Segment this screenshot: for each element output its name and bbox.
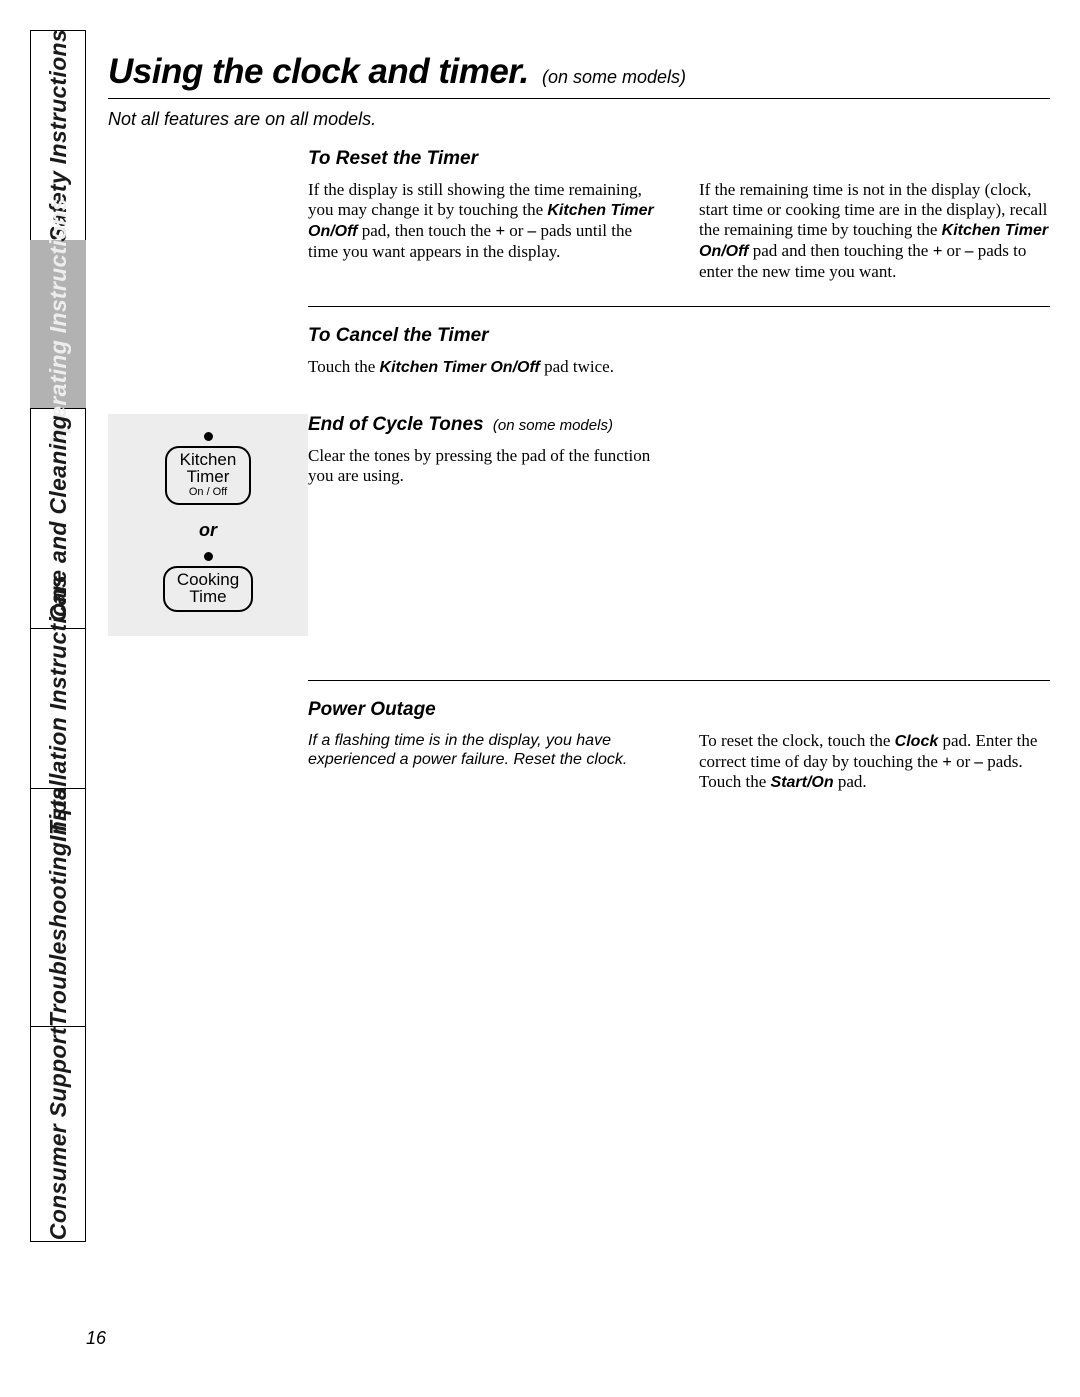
bold-label: Clock bbox=[895, 733, 939, 750]
tab-installation-instructions[interactable]: Installation Instructions bbox=[30, 628, 86, 788]
bold-label: Kitchen Timer On/Off bbox=[380, 359, 540, 376]
section-heading: To Cancel the Timer bbox=[308, 325, 1050, 347]
page-title: Using the clock and timer. (on some mode… bbox=[108, 52, 686, 91]
text-run: pad twice. bbox=[540, 357, 614, 376]
plus-symbol: + bbox=[942, 752, 952, 771]
tab-operating-instructions[interactable]: Operating Instructions bbox=[30, 240, 86, 408]
title-block: Using the clock and timer. (on some mode… bbox=[108, 52, 1050, 99]
indicator-dot-icon bbox=[204, 432, 213, 441]
section-divider bbox=[308, 306, 1050, 307]
tab-label: Operating Instructions bbox=[46, 198, 70, 451]
text-run: Touch the bbox=[308, 357, 380, 376]
tab-troubleshooting-tips[interactable]: Troubleshooting Tips bbox=[30, 788, 86, 1026]
text-run: pad and then touching the bbox=[748, 241, 932, 260]
button-label-line: Timer bbox=[187, 467, 230, 486]
section-heading: Power Outage bbox=[308, 699, 1050, 721]
or-label: or bbox=[199, 520, 217, 541]
tab-consumer-support[interactable]: Consumer Support bbox=[30, 1026, 86, 1242]
tab-label: Consumer Support bbox=[46, 1027, 70, 1240]
plus-symbol: + bbox=[495, 221, 505, 240]
body-text: If the display is still showing the time… bbox=[308, 180, 659, 282]
text-run: pad. bbox=[834, 772, 867, 791]
title-main: Using the clock and timer. bbox=[108, 52, 529, 91]
text-run: pad, then touch the bbox=[357, 221, 495, 240]
page-subtitle: Not all features are on all models. bbox=[108, 109, 1050, 130]
text-run: or bbox=[942, 241, 965, 260]
section-divider bbox=[308, 680, 1050, 681]
body-text: If the remaining time is not in the disp… bbox=[699, 180, 1050, 282]
side-tabs: Safety Instructions Operating Instructio… bbox=[30, 30, 86, 1367]
minus-symbol: – bbox=[528, 221, 537, 240]
title-paren: (on some models) bbox=[542, 67, 686, 87]
manual-page: Safety Instructions Operating Instructio… bbox=[30, 30, 1050, 1367]
plus-symbol: + bbox=[933, 241, 943, 260]
tab-label: Troubleshooting Tips bbox=[46, 787, 70, 1027]
body-text: To reset the clock, touch the Clock pad.… bbox=[699, 731, 1050, 793]
button-illustration: Kitchen Timer On / Off or Cooking Time bbox=[108, 414, 308, 636]
heading-paren: (on some models) bbox=[493, 417, 613, 434]
main-content: Using the clock and timer. (on some mode… bbox=[86, 30, 1050, 1367]
cooking-time-button[interactable]: Cooking Time bbox=[163, 566, 253, 612]
section-heading: End of Cycle Tones (on some models) bbox=[308, 414, 1050, 436]
minus-symbol: – bbox=[974, 752, 983, 771]
text-run: or bbox=[952, 752, 975, 771]
section-reset-timer: To Reset the Timer If the display is sti… bbox=[108, 148, 1050, 282]
tab-spacer bbox=[30, 1242, 86, 1367]
bold-label: Start/On bbox=[771, 774, 834, 791]
button-label-line: Time bbox=[189, 587, 226, 606]
section-cancel-timer: To Cancel the Timer Touch the Kitchen Ti… bbox=[108, 325, 1050, 378]
body-text: Touch the Kitchen Timer On/Off pad twice… bbox=[308, 357, 1050, 378]
section-end-of-cycle-tones: Kitchen Timer On / Off or Cooking Time E… bbox=[108, 414, 1050, 636]
section-power-outage: Power Outage If a flashing time is in th… bbox=[108, 699, 1050, 793]
left-note: If a flashing time is in the display, yo… bbox=[308, 731, 659, 793]
section-heading: To Reset the Timer bbox=[308, 148, 1050, 170]
page-number: 16 bbox=[86, 1328, 106, 1349]
kitchen-timer-button[interactable]: Kitchen Timer On / Off bbox=[165, 446, 251, 505]
body-text: Clear the tones by pressing the pad of t… bbox=[308, 446, 659, 486]
text-run: To reset the clock, touch the bbox=[699, 731, 895, 750]
button-sublabel: On / Off bbox=[179, 487, 237, 498]
indicator-dot-icon bbox=[204, 552, 213, 561]
text-run: or bbox=[505, 221, 528, 240]
heading-text: End of Cycle Tones bbox=[308, 414, 484, 435]
